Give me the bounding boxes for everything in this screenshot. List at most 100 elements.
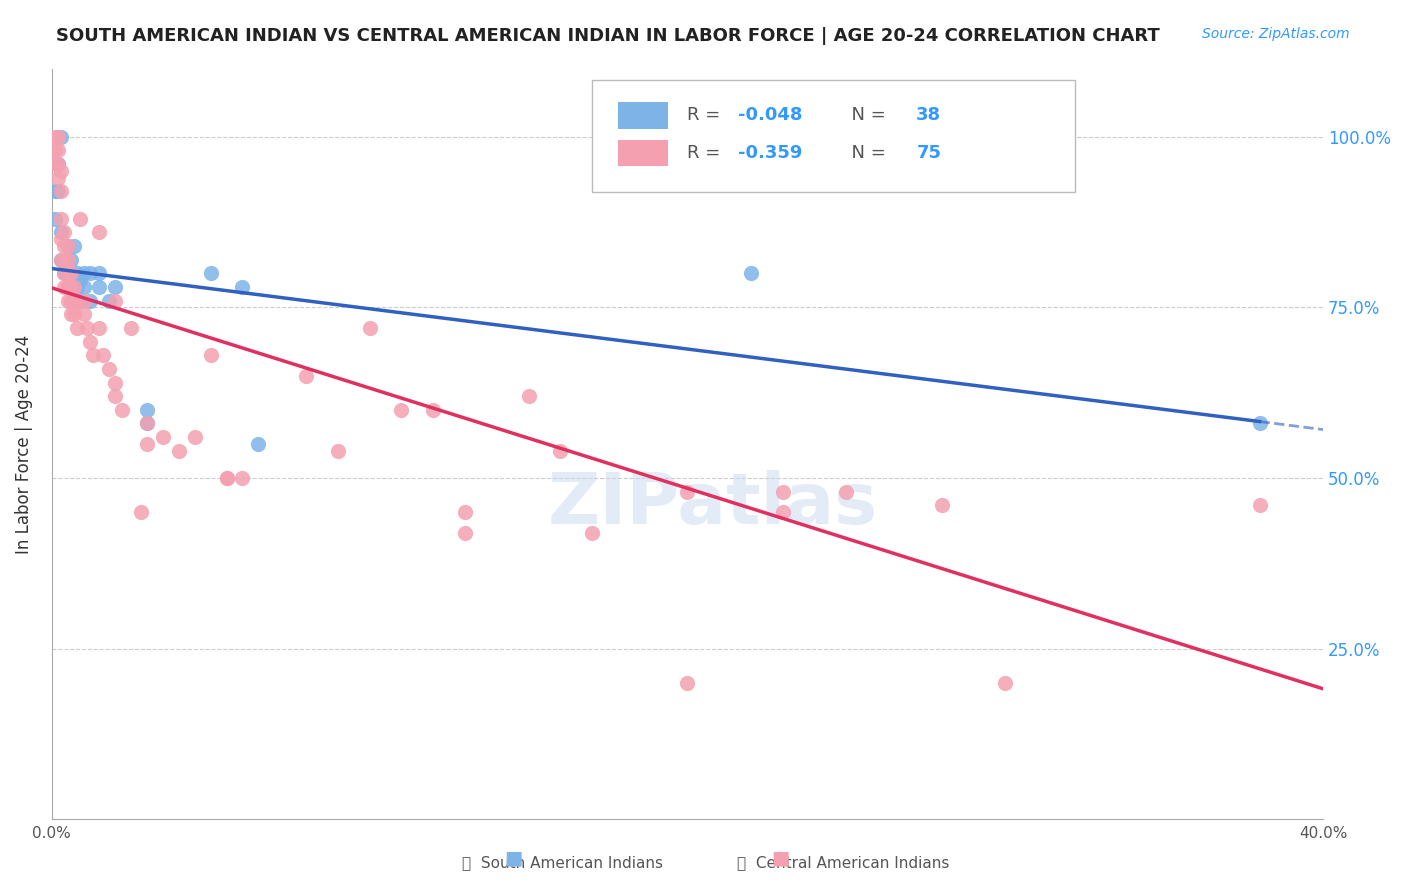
Point <box>79 293 101 308</box>
Point <box>91 348 114 362</box>
Point <box>79 334 101 349</box>
Point <box>53 252 76 267</box>
Text: ■: ■ <box>770 848 790 867</box>
Point <box>581 525 603 540</box>
Point <box>46 129 69 144</box>
Point <box>63 239 86 253</box>
Point <box>152 430 174 444</box>
Point <box>56 266 79 280</box>
Point <box>389 402 412 417</box>
Point <box>129 505 152 519</box>
Point <box>835 484 858 499</box>
Point <box>772 505 794 519</box>
Point <box>82 348 104 362</box>
Point <box>56 252 79 267</box>
Point <box>51 232 73 246</box>
Point <box>454 505 477 519</box>
Text: 75: 75 <box>917 144 941 161</box>
Point <box>51 225 73 239</box>
Point <box>46 157 69 171</box>
Point <box>295 368 318 383</box>
Point <box>89 266 111 280</box>
Point <box>51 164 73 178</box>
Point <box>51 211 73 226</box>
Point <box>56 266 79 280</box>
Point <box>89 280 111 294</box>
Point <box>104 293 127 308</box>
Point <box>136 417 159 431</box>
Text: ZIPatlas: ZIPatlas <box>548 469 877 539</box>
Point <box>72 307 94 321</box>
Point <box>59 266 82 280</box>
Point <box>46 157 69 171</box>
Point <box>63 280 86 294</box>
Point <box>231 471 253 485</box>
Point <box>676 484 699 499</box>
Point <box>104 280 127 294</box>
Point <box>69 293 91 308</box>
Point <box>53 239 76 253</box>
Text: -0.048: -0.048 <box>738 106 803 124</box>
Point <box>359 321 381 335</box>
Point <box>136 417 159 431</box>
Bar <box>617 103 668 128</box>
Point <box>136 402 159 417</box>
Text: R =: R = <box>688 106 727 124</box>
Text: N =: N = <box>839 144 891 161</box>
FancyBboxPatch shape <box>592 79 1076 193</box>
Point <box>53 280 76 294</box>
Point <box>72 280 94 294</box>
Point <box>53 252 76 267</box>
Point <box>66 293 89 308</box>
Point <box>215 471 238 485</box>
Point <box>59 280 82 294</box>
Point <box>613 129 636 144</box>
Text: 38: 38 <box>917 106 942 124</box>
Point <box>59 307 82 321</box>
Point <box>422 402 444 417</box>
Text: Source: ZipAtlas.com: Source: ZipAtlas.com <box>1202 27 1350 41</box>
Point <box>772 484 794 499</box>
Point <box>46 144 69 158</box>
Point <box>69 211 91 226</box>
Point <box>97 362 120 376</box>
Point <box>740 266 762 280</box>
Point <box>72 293 94 308</box>
Y-axis label: In Labor Force | Age 20-24: In Labor Force | Age 20-24 <box>15 334 32 554</box>
Point <box>44 211 66 226</box>
Point <box>136 437 159 451</box>
Point <box>44 144 66 158</box>
Point <box>184 430 207 444</box>
Point <box>97 293 120 308</box>
Text: N =: N = <box>839 106 891 124</box>
Point <box>51 129 73 144</box>
Point <box>676 676 699 690</box>
Text: ⬜  South American Indians: ⬜ South American Indians <box>463 855 662 870</box>
Point <box>51 252 73 267</box>
Point <box>1249 499 1271 513</box>
Point <box>200 266 222 280</box>
Point <box>167 443 190 458</box>
Point <box>66 266 89 280</box>
Point <box>59 266 82 280</box>
Point <box>89 225 111 239</box>
Point <box>231 280 253 294</box>
Point <box>1249 417 1271 431</box>
Text: SOUTH AMERICAN INDIAN VS CENTRAL AMERICAN INDIAN IN LABOR FORCE | AGE 20-24 CORR: SOUTH AMERICAN INDIAN VS CENTRAL AMERICA… <box>56 27 1160 45</box>
Point <box>59 293 82 308</box>
Point <box>56 293 79 308</box>
Point <box>44 157 66 171</box>
Point <box>72 266 94 280</box>
Point <box>120 321 142 335</box>
Text: ■: ■ <box>503 848 523 867</box>
Point <box>79 266 101 280</box>
Point <box>53 225 76 239</box>
Point <box>104 376 127 390</box>
Point <box>59 280 82 294</box>
Point <box>63 280 86 294</box>
Point <box>53 266 76 280</box>
Point <box>89 321 111 335</box>
Point <box>44 129 66 144</box>
Point <box>550 443 572 458</box>
Point <box>56 280 79 294</box>
